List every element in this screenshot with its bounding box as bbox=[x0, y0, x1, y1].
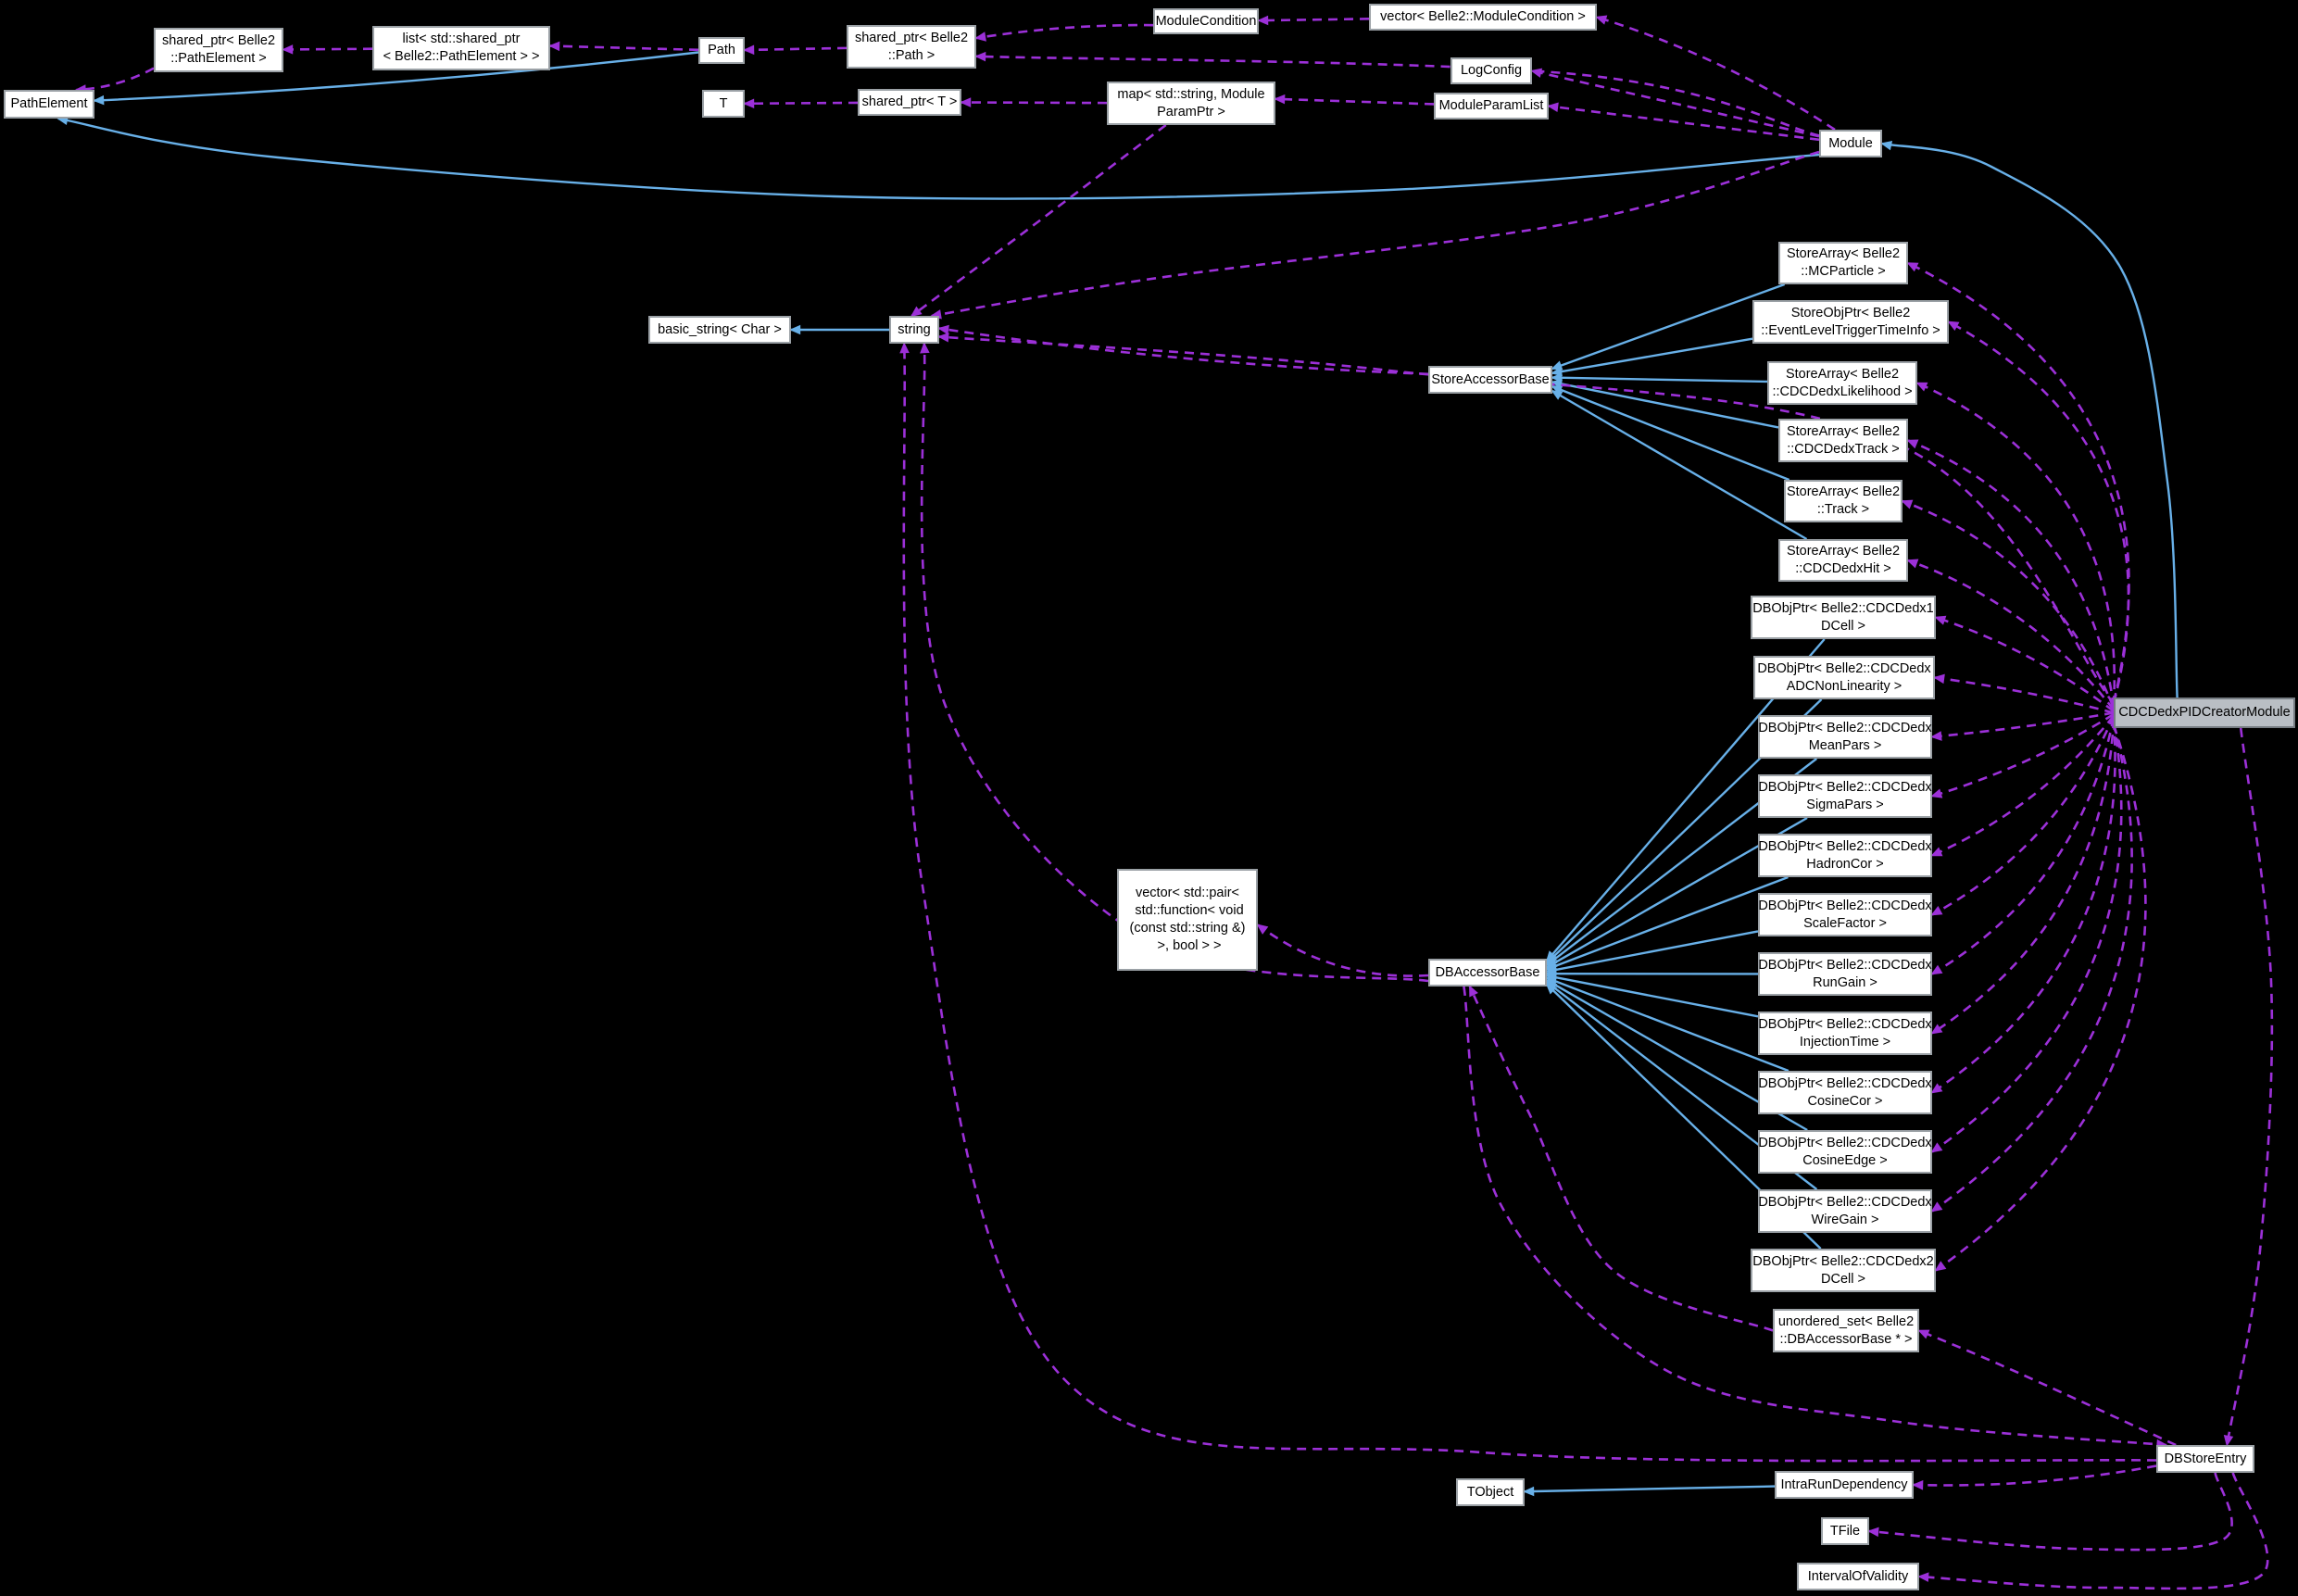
node-dbobjptr-injectiontime[interactable]: DBObjPtr< Belle2::CDCDedx InjectionTime … bbox=[1758, 1012, 1932, 1055]
edge-cdcdedx-pid-creator-module--storearray-cdcdedxtrack bbox=[1906, 439, 2116, 708]
node-map-module-param[interactable]: map< std::string, Module ParamPtr > bbox=[1107, 82, 1275, 125]
edge-intra-run-dependency--tobject bbox=[1523, 1485, 1776, 1497]
edge-db-accessor-base--db-store-entry bbox=[1463, 986, 2168, 1450]
edge-module--log-config bbox=[1530, 68, 1820, 138]
node-dbobjptr-cdcdedx1dcell[interactable]: DBObjPtr< Belle2::CDCDedx1 DCell > bbox=[1751, 596, 1936, 639]
edge-db-store-entry--string bbox=[899, 342, 2157, 1463]
edge-storearray-cdcdedxtrack--store-accessor-base bbox=[1551, 379, 1779, 429]
node-dbobjptr-cosinecor[interactable]: DBObjPtr< Belle2::CDCDedx CosineCor > bbox=[1758, 1071, 1932, 1114]
node-interval-of-validity[interactable]: IntervalOfValidity bbox=[1797, 1563, 1919, 1590]
edge-db-store-entry--interval-of-validity bbox=[1917, 1472, 2269, 1590]
node-vector-module-condition[interactable]: vector< Belle2::ModuleCondition > bbox=[1369, 4, 1597, 31]
edge-cdcdedx-pid-creator-module--dbobjptr-hadroncor bbox=[1930, 714, 2116, 857]
edge-cdcdedx-pid-creator-module--db-store-entry bbox=[2223, 727, 2274, 1447]
edge-map-module-param--string bbox=[910, 123, 1167, 318]
node-shared-ptr-t[interactable]: shared_ptr< T > bbox=[858, 89, 961, 116]
node-shared-ptr-path[interactable]: shared_ptr< Belle2 ::Path > bbox=[847, 25, 976, 69]
node-module-condition[interactable]: ModuleCondition bbox=[1153, 8, 1259, 34]
edge-shared-ptr-path--path bbox=[743, 44, 848, 56]
edge-storearray-track--store-accessor-base bbox=[1551, 385, 1790, 482]
edge-shared-ptr-pathelement--path-element bbox=[74, 67, 155, 94]
node-path-element[interactable]: PathElement bbox=[4, 90, 94, 119]
node-dbobjptr-cdcdedx2dcell[interactable]: DBObjPtr< Belle2::CDCDedx2 DCell > bbox=[1751, 1249, 1936, 1292]
edge-cdcdedx-pid-creator-module--storeobjptr-eventleveltriggertimeinfo bbox=[1947, 320, 2130, 704]
edge-db-store-entry--intra-run-dependency bbox=[1912, 1464, 2157, 1490]
edge-module--module-param-list bbox=[1547, 102, 1820, 142]
node-shared-ptr-pathelement[interactable]: shared_ptr< Belle2 ::PathElement > bbox=[154, 28, 283, 72]
node-dbobjptr-scalefactor[interactable]: DBObjPtr< Belle2::CDCDedx ScaleFactor > bbox=[1758, 893, 1932, 936]
edge-storearray-cdcdedxlikelihood--store-accessor-base bbox=[1551, 372, 1768, 383]
edge-vector-module-condition--module-condition bbox=[1257, 15, 1370, 26]
edge-cdcdedx-pid-creator-module--storearray-cdcdedxhit bbox=[1906, 559, 2116, 710]
node-t[interactable]: T bbox=[702, 90, 745, 118]
edge-path--path-element bbox=[93, 51, 699, 106]
edge-cdcdedx-pid-creator-module--dbobjptr-wiregain bbox=[1930, 723, 2133, 1213]
edge-cdcdedx-pid-creator-module--string bbox=[937, 332, 2116, 705]
edge-module-param-list--map-module-param bbox=[1274, 94, 1435, 106]
node-storearray-cdcdedxhit[interactable]: StoreArray< Belle2 ::CDCDedxHit > bbox=[1778, 539, 1908, 582]
node-storearray-cdcdedxlikelihood[interactable]: StoreArray< Belle2 ::CDCDedxLikelihood > bbox=[1767, 361, 1917, 405]
edge-module--vector-module-condition bbox=[1595, 15, 1836, 132]
node-module[interactable]: Module bbox=[1819, 130, 1882, 157]
edge-store-accessor-base--string bbox=[937, 324, 1429, 376]
node-dbobjptr-sigmapars[interactable]: DBObjPtr< Belle2::CDCDedx SigmaPars > bbox=[1758, 774, 1932, 818]
edge-cdcdedx-pid-creator-module--dbobjptr-scalefactor bbox=[1930, 715, 2116, 916]
node-tobject[interactable]: TObject bbox=[1456, 1478, 1525, 1506]
node-dbobjptr-wiregain[interactable]: DBObjPtr< Belle2::CDCDedx WireGain > bbox=[1758, 1189, 1932, 1233]
node-db-store-entry[interactable]: DBStoreEntry bbox=[2156, 1445, 2254, 1473]
node-dbobjptr-rungain[interactable]: DBObjPtr< Belle2::CDCDedx RunGain > bbox=[1758, 952, 1932, 996]
edge-cdcdedx-pid-creator-module--dbobjptr-sigmapars bbox=[1930, 713, 2115, 798]
edge-cdcdedx-pid-creator-module--dbobjptr-rungain bbox=[1930, 717, 2116, 975]
node-db-accessor-base[interactable]: DBAccessorBase bbox=[1428, 959, 1547, 987]
edge-module--path-element bbox=[57, 115, 1820, 200]
edge-list-shared-ptr-pathelement--shared-ptr-pathelement bbox=[282, 44, 373, 55]
node-log-config[interactable]: LogConfig bbox=[1450, 57, 1532, 84]
node-dbobjptr-meanpars[interactable]: DBObjPtr< Belle2::CDCDedx MeanPars > bbox=[1758, 715, 1932, 759]
node-path[interactable]: Path bbox=[698, 37, 745, 64]
edge-cdcdedx-pid-creator-module--dbobjptr-cosinecor bbox=[1930, 720, 2116, 1094]
node-intra-run-dependency[interactable]: IntraRunDependency bbox=[1775, 1471, 1914, 1499]
node-list-shared-ptr-pathelement[interactable]: list< std::shared_ptr < Belle2::PathElem… bbox=[372, 26, 550, 70]
edge-cdcdedx-pid-creator-module--dbobjptr-cdcdedx2dcell bbox=[1934, 724, 2147, 1272]
edge-map-module-param--shared-ptr-t bbox=[960, 97, 1108, 107]
node-storearray-track[interactable]: StoreArray< Belle2 ::Track > bbox=[1784, 480, 1902, 522]
edge-cdcdedx-pid-creator-module--dbobjptr-cdcdedx1dcell bbox=[1934, 615, 2115, 712]
node-store-accessor-base[interactable]: StoreAccessorBase bbox=[1428, 366, 1552, 394]
edge-module-condition--shared-ptr-path bbox=[974, 23, 1154, 42]
node-module-param-list[interactable]: ModuleParamList bbox=[1434, 93, 1549, 119]
edge-cdcdedx-pid-creator-module--dbobjptr-adcnonlinearity bbox=[1933, 673, 2115, 714]
edge-dbobjptr-hadroncor--db-accessor-base bbox=[1545, 875, 1789, 971]
node-unordered-set-dbaccessorbase[interactable]: unordered_set< Belle2 ::DBAccessorBase *… bbox=[1773, 1309, 1919, 1352]
edge-db-accessor-base--string bbox=[920, 342, 1429, 983]
node-basic-string[interactable]: basic_string< Char > bbox=[648, 316, 791, 344]
edge-cdcdedx-pid-creator-module--dbobjptr-injectiontime bbox=[1930, 719, 2116, 1035]
node-string[interactable]: string bbox=[889, 316, 939, 344]
node-dbobjptr-hadroncor[interactable]: DBObjPtr< Belle2::CDCDedx HadronCor > bbox=[1758, 834, 1932, 877]
edge-db-accessor-base--vector-pair-function bbox=[1256, 924, 1429, 977]
edge-cdcdedx-pid-creator-module--module bbox=[1880, 140, 2179, 698]
edge-dbobjptr-scalefactor--db-accessor-base bbox=[1545, 930, 1759, 975]
node-cdcdedx-pid-creator-module[interactable]: CDCDedxPIDCreatorModule bbox=[2114, 697, 2295, 728]
node-storearray-cdcdedxtrack[interactable]: StoreArray< Belle2 ::CDCDedxTrack > bbox=[1778, 419, 1908, 462]
edge-storearray-cdcdedxhit--store-accessor-base bbox=[1551, 389, 1808, 541]
edge-dbobjptr-cosinecor--db-accessor-base bbox=[1545, 976, 1789, 1073]
edge-db-store-entry--tfile bbox=[1867, 1472, 2233, 1552]
edge-storeobjptr-eventleveltriggertimeinfo--store-accessor-base bbox=[1551, 337, 1753, 377]
edge-db-store-entry--unordered-set-dbaccessorbase bbox=[1917, 1329, 2177, 1447]
node-storearray-mcparticle[interactable]: StoreArray< Belle2 ::MCParticle > bbox=[1778, 242, 1908, 284]
edge-shared-ptr-t--t bbox=[743, 98, 859, 109]
edge-cdcdedx-pid-creator-module--dbobjptr-meanpars bbox=[1930, 711, 2115, 741]
edge-unordered-set-dbaccessorbase--db-accessor-base bbox=[1468, 985, 1774, 1332]
node-tfile[interactable]: TFile bbox=[1821, 1517, 1869, 1545]
node-vector-pair-function[interactable]: vector< std::pair< std::function< void (… bbox=[1117, 869, 1258, 971]
node-dbobjptr-cosineedge[interactable]: DBObjPtr< Belle2::CDCDedx CosineEdge > bbox=[1758, 1130, 1932, 1174]
edge-path--list-shared-ptr-pathelement bbox=[548, 41, 699, 52]
edge-storearray-mcparticle--store-accessor-base bbox=[1551, 283, 1786, 371]
node-storeobjptr-eventleveltriggertimeinfo[interactable]: StoreObjPtr< Belle2 ::EventLevelTriggerT… bbox=[1752, 300, 1949, 344]
edge-module--string bbox=[930, 150, 1820, 320]
edge-dbobjptr-injectiontime--db-accessor-base bbox=[1545, 973, 1759, 1018]
node-dbobjptr-adcnonlinearity[interactable]: DBObjPtr< Belle2::CDCDedx ADCNonLinearit… bbox=[1753, 656, 1935, 699]
